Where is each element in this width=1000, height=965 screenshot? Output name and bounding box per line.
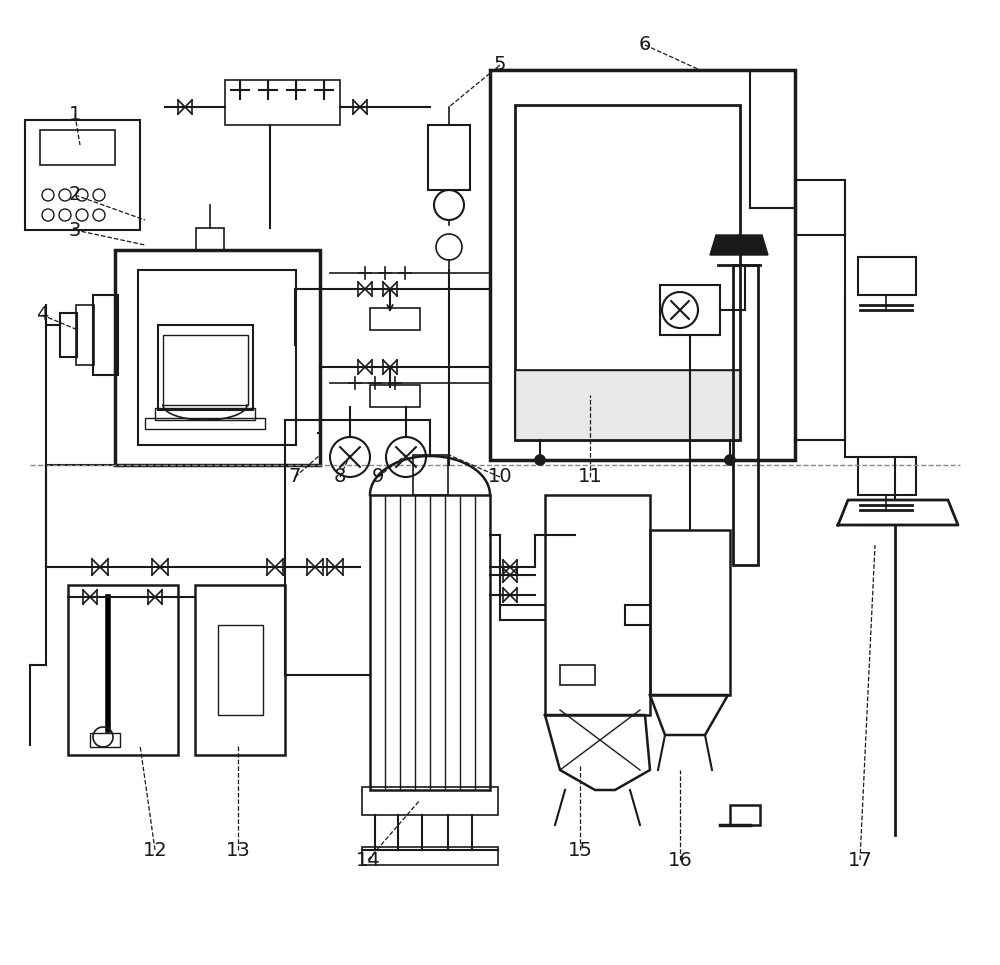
Text: 2: 2	[69, 185, 81, 205]
Text: 7: 7	[289, 467, 301, 486]
Bar	[40, 130, 115, 165]
Text: 3: 3	[69, 220, 81, 239]
Bar	[218, 625, 263, 715]
Bar	[158, 325, 253, 410]
Bar	[93, 295, 118, 375]
Bar	[733, 265, 758, 565]
Bar	[730, 805, 760, 825]
Bar	[515, 370, 740, 440]
Bar	[370, 308, 420, 330]
Bar	[650, 530, 730, 695]
Bar	[145, 418, 265, 429]
Text: 16: 16	[668, 850, 692, 869]
Bar	[362, 787, 498, 815]
Bar	[545, 495, 650, 715]
Circle shape	[725, 455, 735, 465]
Text: 8: 8	[334, 467, 346, 486]
Text: 12: 12	[143, 841, 167, 860]
Text: 9: 9	[372, 467, 384, 486]
Bar	[370, 385, 420, 407]
Polygon shape	[710, 235, 768, 255]
Text: 13: 13	[226, 841, 250, 860]
Bar	[428, 125, 470, 190]
Bar	[515, 370, 740, 440]
Circle shape	[535, 455, 545, 465]
Bar	[858, 257, 916, 295]
Bar	[413, 455, 448, 495]
Bar	[515, 105, 740, 440]
Bar	[68, 585, 178, 755]
Text: 14: 14	[356, 850, 380, 869]
Bar	[138, 270, 296, 445]
Bar	[196, 228, 224, 250]
Text: 15: 15	[568, 841, 592, 860]
Bar	[25, 120, 140, 230]
Bar	[560, 665, 595, 685]
Text: 1: 1	[69, 105, 81, 124]
Text: 11: 11	[578, 467, 602, 486]
Bar	[660, 285, 720, 335]
Bar	[362, 847, 498, 865]
Bar	[490, 70, 795, 460]
Bar	[225, 80, 340, 125]
Bar	[76, 305, 94, 365]
Text: 6: 6	[639, 36, 651, 54]
Bar	[163, 335, 248, 405]
Bar	[60, 313, 77, 357]
Text: 4: 4	[36, 306, 48, 324]
Bar	[795, 180, 845, 235]
Bar	[155, 408, 255, 420]
Text: 5: 5	[494, 56, 506, 74]
Bar	[370, 495, 490, 790]
Bar	[90, 733, 120, 747]
Bar	[858, 457, 916, 495]
Text: 17: 17	[848, 850, 872, 869]
Text: 10: 10	[488, 467, 512, 486]
Bar	[195, 585, 285, 755]
Bar	[115, 250, 320, 465]
